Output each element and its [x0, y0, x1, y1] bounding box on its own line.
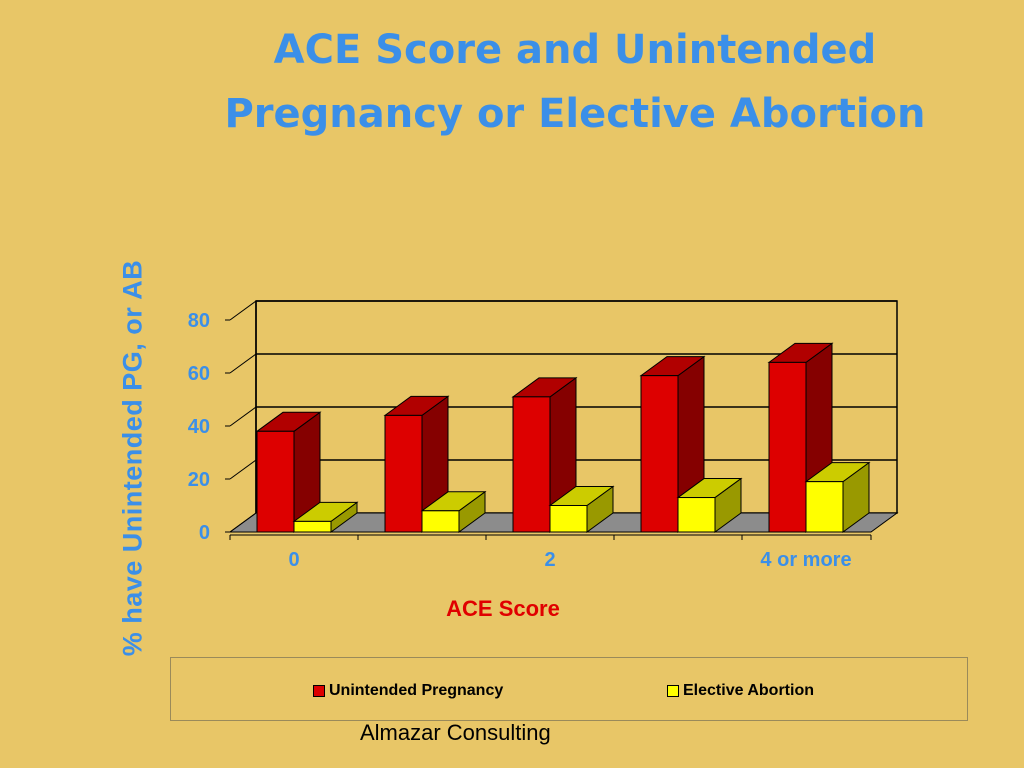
- legend-swatch-abortion: [667, 685, 679, 697]
- legend-item-unintended: Unintended Pregnancy: [313, 682, 503, 700]
- gridline-side: [229, 512, 257, 533]
- bar-abortion: [677, 497, 716, 533]
- bar-abortion: [293, 520, 332, 533]
- y-tick-label: 20: [188, 469, 210, 491]
- y-tick-label: 40: [188, 416, 210, 438]
- y-tick-label: 60: [188, 363, 210, 385]
- legend-label-unintended: Unintended Pregnancy: [329, 682, 504, 699]
- bar-chart: 0 20 40 60 80 0 2 4 or more ACE Score: [188, 300, 899, 621]
- title-line-1: ACE Score and Unintended: [273, 27, 877, 73]
- x-tick-label: 0: [288, 549, 299, 571]
- x-axis-label: ACE Score: [446, 596, 560, 621]
- x-tick-label: 2: [544, 549, 555, 571]
- gridline-side: [229, 300, 257, 321]
- bar-unintended: [512, 396, 551, 533]
- bar-abortion: [805, 481, 844, 533]
- bar-abortion: [549, 505, 588, 533]
- title-line-2: Pregnancy or Elective Abortion: [224, 91, 926, 137]
- y-tick-label: 80: [188, 310, 210, 332]
- legend-label-abortion: Elective Abortion: [683, 682, 814, 699]
- x-tick-label: 4 or more: [760, 549, 851, 571]
- y-tick-label: 0: [199, 522, 210, 544]
- bar-unintended: [256, 430, 295, 533]
- bar-unintended: [384, 414, 423, 533]
- footer-credit: Almazar Consulting: [360, 720, 551, 745]
- bar-abortion: [421, 510, 460, 533]
- legend-item-abortion: Elective Abortion: [667, 682, 814, 700]
- bar-unintended: [768, 361, 807, 533]
- legend: Unintended Pregnancy Elective Abortion: [170, 657, 968, 721]
- gridline-side: [229, 406, 257, 427]
- chart-title: ACE Score and Unintended Pregnancy or El…: [150, 18, 1000, 146]
- gridline-side: [229, 459, 257, 480]
- bar-unintended: [640, 375, 679, 533]
- gridline-side: [229, 353, 257, 374]
- legend-swatch-unintended: [313, 685, 325, 697]
